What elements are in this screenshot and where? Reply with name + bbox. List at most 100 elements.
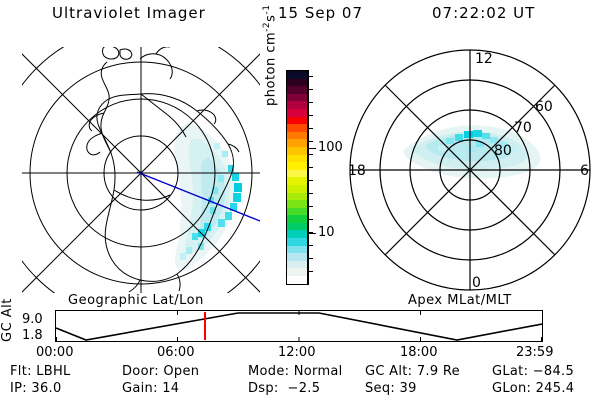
gc-altitude-trace-svg [55,311,543,341]
colorbar-band [287,253,307,261]
colorbar-band [287,108,307,117]
colorbar-minor-tick [308,206,313,207]
colorbar-band [287,192,307,201]
colorbar-title: photon cm-2s-1 [262,0,278,106]
colorbar-minor-tick [308,245,313,246]
colorbar-minor-tick [308,258,313,259]
mlt-dial-svg: 12 6 0 18 60 70 80 [348,49,591,291]
geographic-map-svg [22,47,260,293]
status-seq: Seq: 39 [365,381,417,396]
colorbar-band [287,86,307,94]
colorbar-band [287,268,307,277]
colorbar-major-tick [308,148,316,149]
status-glon: GLon: 245.4 [492,381,575,396]
colorbar-band [287,146,307,155]
observation-date: 15 Sep 07 [278,4,363,22]
colorbar-band [287,169,307,178]
strip-ytick-high: 9.0 [22,312,43,327]
colorbar-band [287,78,307,87]
colorbar-gradient [286,70,308,285]
colorbar-band [287,93,307,102]
strip-chart-titles: Geographic Lat/Lon Apex MLat/MLT [0,293,600,309]
colorbar-unit-exp1: -2 [262,21,272,32]
colorbar-minor-tick [308,180,313,181]
colorbar-unit-mid: s [263,14,279,22]
colorbar-band [287,124,307,132]
colorbar-unit-main: photon cm [263,31,279,106]
colorbar-band [287,276,307,284]
mlt-label-12: 12 [475,51,493,67]
header-bar: Ultraviolet Imager 15 Sep 07 07:22:02 UT [0,4,600,30]
status-bar: Flt: LBHL Door: Open Mode: Normal GC Alt… [0,364,600,398]
colorbar-band [287,238,307,246]
aurora-emission-region [174,123,242,270]
gc-altitude-strip-chart[interactable] [55,310,543,342]
colorbar-band [287,207,307,216]
strip-xtick-4: 23:59 [516,345,554,360]
colorbar-tick-label: 10 [318,225,335,240]
colorbar-minor-tick [308,115,313,116]
status-flt: Flt: LBHL [10,364,71,379]
strip-xtick-1: 06:00 [157,345,195,360]
strip-xtick-0: 00:00 [36,345,74,360]
status-glat: GLat: −84.5 [492,364,575,379]
colorbar-band [287,222,307,231]
colorbar-major-tick [308,233,316,234]
colorbar-band [287,139,307,147]
colorbar-minor-tick [308,167,313,168]
mlt-label-6: 6 [580,163,589,179]
geographic-panel-title: Geographic Lat/Lon [68,293,204,308]
colorbar-minor-tick [308,193,313,194]
colorbar-unit-exp2: -1 [262,4,272,15]
colorbar-axis [308,70,309,285]
strip-xtick-2: 12:00 [278,345,316,360]
mlat-label-70: 70 [514,120,532,136]
colorbar[interactable]: photon cm-2s-1 100 10 [262,5,343,285]
colorbar-band [287,184,307,193]
colorbar-band [287,116,307,125]
observation-time: 07:22:02 UT [432,4,536,22]
geographic-map-panel[interactable] [22,47,260,293]
status-gain: Gain: 14 [122,381,180,396]
status-dsp: Dsp: −2.5 [248,381,321,396]
mlt-panel-title: Apex MLat/MLT [408,293,512,308]
strip-xtick-3: 18:00 [400,345,438,360]
colorbar-band [287,230,307,239]
colorbar-band [287,131,307,140]
strip-chart-ylabel: GC Alt [0,298,15,342]
gc-altitude-trace [55,312,543,341]
colorbar-minor-tick [308,102,313,103]
colorbar-minor-tick [308,76,313,77]
mlt-label-18: 18 [348,163,366,179]
colorbar-band [287,200,307,208]
strip-xticks [56,311,542,341]
status-ip: IP: 36.0 [10,381,62,396]
coastline [86,47,240,293]
time-cursor-marker[interactable] [204,312,206,340]
status-mode: Mode: Normal [248,364,343,379]
colorbar-minor-tick [308,89,313,90]
status-row-1: Flt: LBHL Door: Open Mode: Normal GC Alt… [0,364,600,380]
colorbar-band [287,260,307,269]
mlt-spokes [350,50,590,290]
status-door: Door: Open [122,364,200,379]
mlt-dial-panel[interactable]: 12 6 0 18 60 70 80 [342,47,598,293]
status-row-2: IP: 36.0 Gain: 14 Dsp: −2.5 Seq: 39 GLon… [0,381,600,397]
colorbar-minor-tick [308,232,313,233]
page-title: Ultraviolet Imager [52,4,206,22]
mlat-label-60: 60 [535,99,553,115]
colorbar-minor-tick [308,219,313,220]
colorbar-band [287,177,307,185]
mlat-label-80: 80 [494,143,512,159]
mlt-label-0: 0 [472,275,481,291]
colorbar-band [287,101,307,109]
colorbar-tick-label: 100 [318,140,343,155]
strip-ytick-low: 1.8 [22,328,43,343]
colorbar-band [287,245,307,254]
colorbar-minor-tick [308,141,313,142]
terminator-line [136,171,260,222]
colorbar-band [287,215,307,223]
colorbar-minor-tick [308,271,313,272]
colorbar-minor-tick [308,128,313,129]
colorbar-band [287,154,307,163]
